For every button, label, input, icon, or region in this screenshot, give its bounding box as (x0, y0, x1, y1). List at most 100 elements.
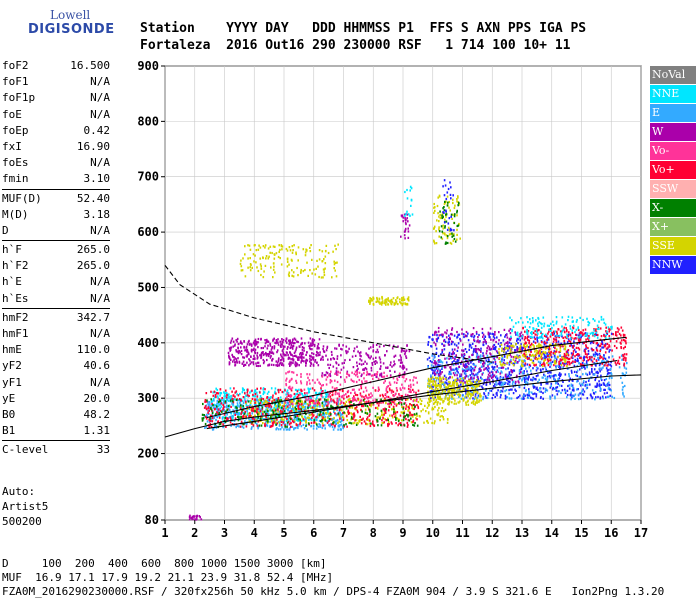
echo-point (302, 423, 305, 426)
echo-point (296, 395, 299, 399)
echo-point (580, 391, 583, 394)
echo-point (476, 352, 478, 355)
echo-point (416, 403, 418, 407)
echo-point (255, 410, 258, 413)
echo-point (522, 326, 524, 329)
echo-point (507, 349, 509, 352)
echo-point (451, 333, 453, 336)
echo-point (305, 364, 307, 367)
echo-point (234, 413, 236, 416)
echo-point (569, 377, 571, 380)
echo-point (279, 396, 282, 399)
echo-point (462, 379, 465, 382)
station-header: Station YYYY DAY DDD HHMMSS P1 FFS S AXN… (140, 20, 586, 54)
echo-point (596, 382, 598, 385)
echo-point (355, 399, 358, 402)
echo-point (544, 366, 547, 369)
echo-point (317, 352, 319, 355)
echo-point (280, 399, 283, 402)
echo-point (562, 366, 564, 370)
echo-point (554, 395, 556, 398)
echo-point (582, 373, 584, 376)
echo-point (266, 417, 268, 420)
echo-point (299, 352, 302, 355)
echo-point (366, 405, 369, 408)
echo-point (473, 334, 476, 338)
echo-point (545, 368, 547, 371)
echo-point (298, 424, 300, 427)
echo-point (282, 408, 285, 411)
echo-point (612, 333, 614, 336)
echo-point (609, 348, 611, 352)
echo-point (448, 353, 450, 356)
param-key: D (2, 223, 9, 237)
echo-point (347, 398, 350, 402)
echo-point (297, 401, 299, 404)
echo-point (599, 344, 602, 348)
echo-point (621, 388, 624, 391)
echo-point (228, 408, 231, 411)
echo-point (359, 419, 361, 422)
echo-point (380, 409, 383, 412)
echo-point (562, 362, 564, 365)
echo-point (308, 398, 310, 401)
echo-point (216, 388, 219, 392)
echo-point (473, 336, 475, 339)
echo-point (555, 374, 558, 377)
echo-point (581, 366, 584, 369)
echo-point (453, 359, 455, 362)
param-value: N/A (90, 107, 110, 121)
echo-point (384, 393, 387, 396)
echo-point (370, 355, 372, 358)
echo-point (332, 428, 335, 431)
echo-point (436, 334, 438, 337)
echo-point (312, 427, 315, 430)
echo-point (297, 356, 300, 359)
echo-point (493, 368, 496, 372)
echo-point (298, 391, 301, 395)
echo-point (549, 335, 552, 338)
echo-point (508, 383, 511, 386)
echo-point (335, 370, 338, 373)
echo-point (523, 384, 526, 387)
echo-point (287, 394, 290, 397)
echo-point (470, 376, 472, 379)
echo-point (312, 352, 315, 355)
echo-point (392, 377, 395, 380)
echo-point (286, 351, 288, 354)
echo-point (445, 361, 448, 364)
echo-point (225, 404, 228, 407)
echo-point (285, 406, 288, 409)
echo-point (600, 378, 603, 382)
echo-point (325, 399, 328, 402)
echo-point (373, 360, 375, 363)
echo-point (439, 415, 442, 418)
echo-point (404, 351, 407, 354)
echo-point (564, 355, 566, 358)
echo-point (211, 399, 213, 402)
echo-point (265, 353, 267, 356)
echo-point (387, 417, 389, 420)
echo-point (602, 346, 605, 349)
echo-point (311, 357, 314, 360)
echo-point (555, 389, 558, 392)
echo-point (296, 373, 298, 377)
echo-point (348, 411, 351, 414)
echo-point (366, 416, 369, 419)
echo-point (490, 370, 493, 373)
echo-point (216, 402, 219, 405)
echo-point (608, 335, 611, 338)
echo-point (275, 423, 278, 426)
echo-point (528, 366, 531, 369)
echo-point (304, 405, 307, 408)
echo-point (615, 363, 618, 366)
echo-point (381, 413, 384, 416)
echo-point (470, 333, 473, 336)
echo-point (274, 421, 277, 424)
echo-point (294, 363, 296, 366)
echo-point (329, 417, 332, 421)
echo-point (583, 332, 585, 335)
echo-point (247, 400, 250, 403)
echo-point (442, 333, 444, 336)
echo-point (296, 424, 298, 427)
